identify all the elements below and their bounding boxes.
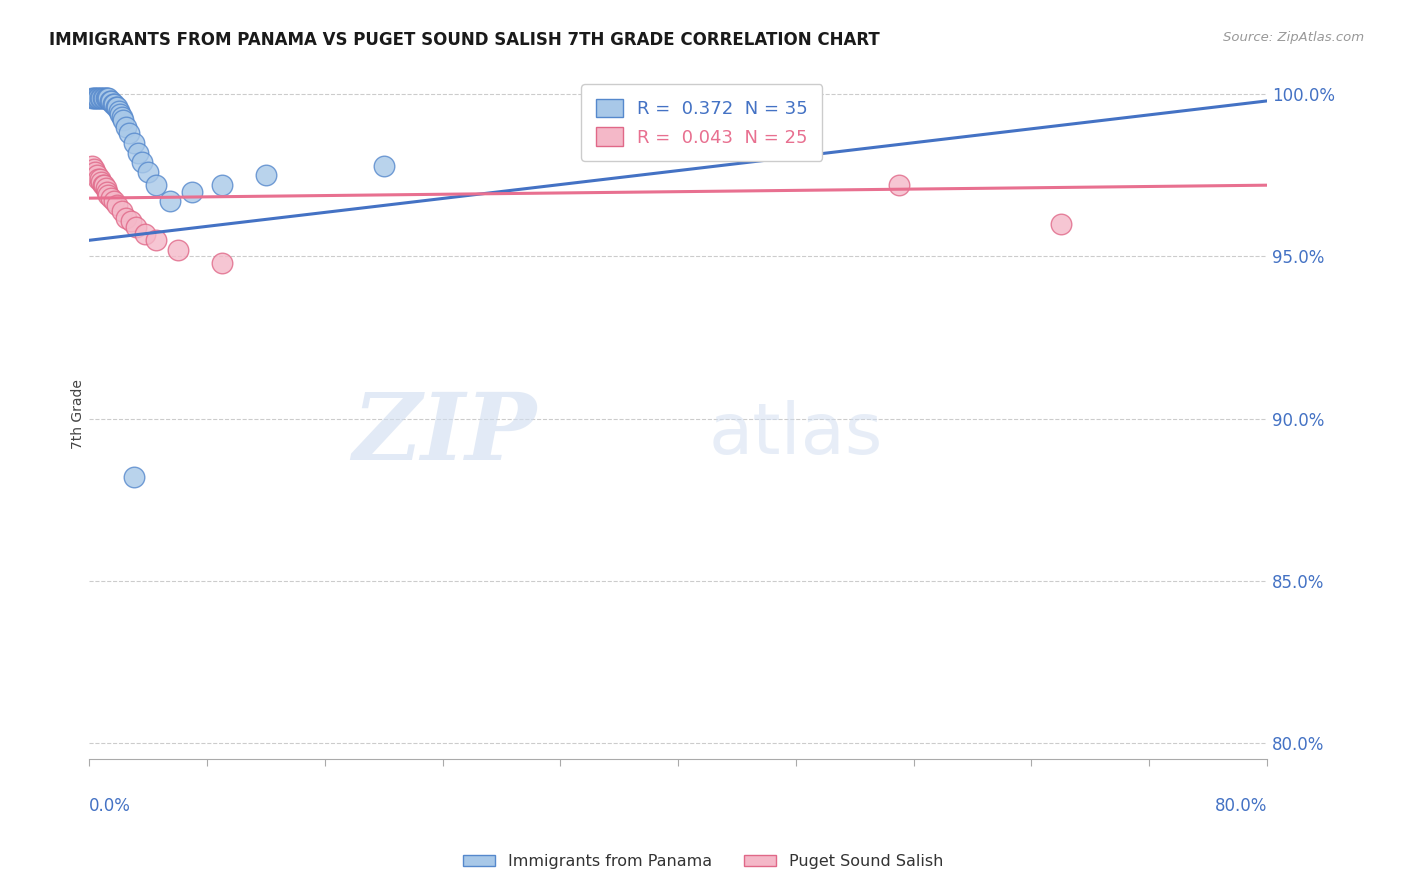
Point [118,126,141,140]
Point [82,91,104,105]
Point [83,91,105,105]
Point [115,120,138,134]
Point [134,227,156,241]
Point [127,145,149,160]
Point [131,155,153,169]
Point [103,194,125,209]
Point [120,214,142,228]
Point [89,171,111,186]
Point [104,100,127,114]
Text: 80.0%: 80.0% [1215,797,1267,814]
Point [100,94,122,108]
Point [82,159,104,173]
Text: IMMIGRANTS FROM PANAMA VS PUGET SOUND SALISH 7TH GRADE CORRELATION CHART: IMMIGRANTS FROM PANAMA VS PUGET SOUND SA… [49,31,880,49]
Point [181,185,204,199]
Point [84,165,107,179]
Point [115,211,138,225]
Point [87,91,110,105]
Point [86,91,108,105]
Text: ZIP: ZIP [353,390,537,479]
Point [86,169,108,183]
Point [122,136,145,150]
Point [112,113,135,128]
Point [103,97,125,112]
Point [87,171,110,186]
Point [159,194,181,209]
Point [89,91,111,105]
Point [254,169,277,183]
Point [93,91,115,105]
Point [91,91,114,105]
Point [100,191,122,205]
Point [111,204,134,219]
Point [105,100,128,114]
Point [97,91,120,105]
Point [96,185,118,199]
Point [94,91,117,105]
Point [166,243,188,257]
Point [1050,217,1073,231]
Point [96,91,118,105]
Text: 0.0%: 0.0% [90,797,131,814]
Legend: R =  0.372  N = 35, R =  0.043  N = 25: R = 0.372 N = 35, R = 0.043 N = 25 [581,85,823,161]
Point [84,91,107,105]
Point [93,178,115,193]
Point [145,178,167,193]
Point [211,178,233,193]
Legend: Immigrants from Panama, Puget Sound Salish: Immigrants from Panama, Puget Sound Sali… [457,847,949,875]
Point [101,97,124,112]
Point [98,94,121,108]
Point [90,175,112,189]
Text: atlas: atlas [709,400,883,469]
Point [110,107,132,121]
Point [211,256,233,270]
Point [136,165,159,179]
Point [122,470,145,484]
Y-axis label: 7th Grade: 7th Grade [72,379,86,449]
Point [145,233,167,247]
Point [97,188,120,202]
Point [887,178,910,193]
Point [107,103,129,118]
Text: Source: ZipAtlas.com: Source: ZipAtlas.com [1223,31,1364,45]
Point [373,159,395,173]
Point [125,220,148,235]
Point [94,181,117,195]
Point [91,178,114,193]
Point [105,197,128,211]
Point [90,91,112,105]
Point [111,110,134,124]
Point [83,161,105,176]
